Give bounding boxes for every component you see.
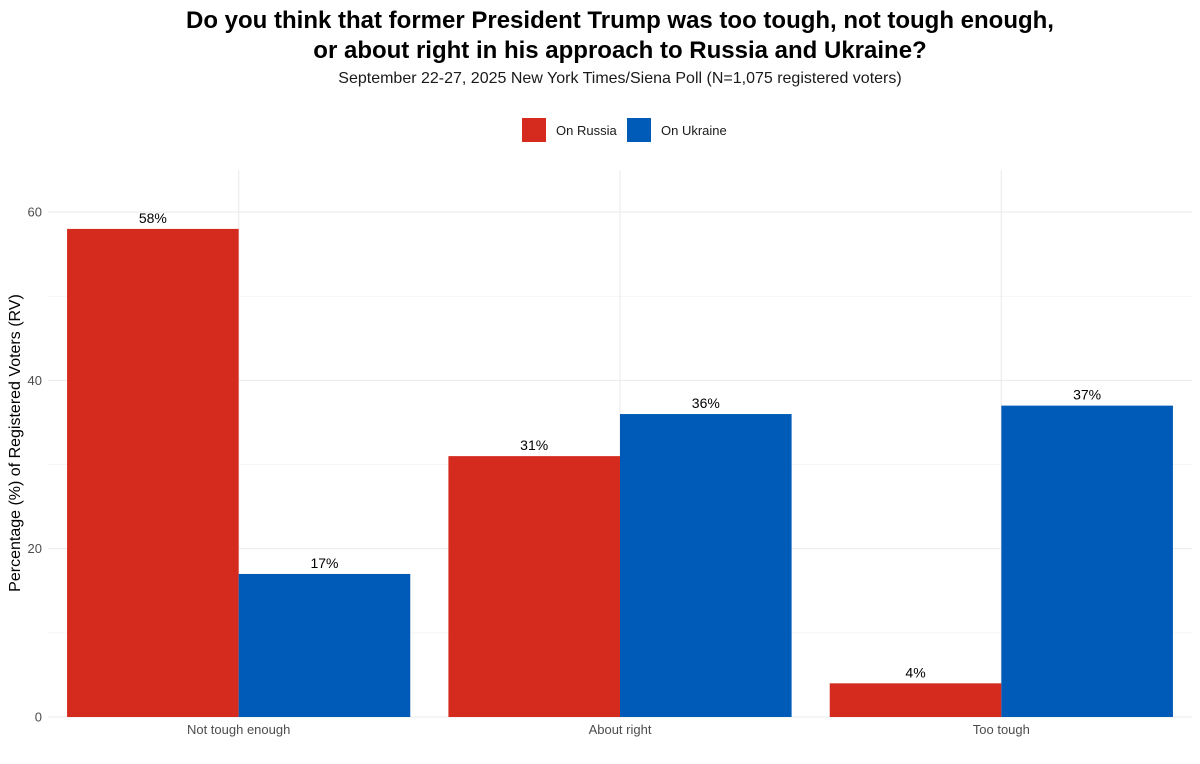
data-label-on-ukraine-too-tough: 37% — [1073, 387, 1101, 403]
legend-label-on-ukraine: On Ukraine — [661, 123, 727, 138]
x-axis-ticks: Not tough enough About right Too tough — [187, 722, 1030, 737]
x-tick-label-about-right: About right — [589, 722, 652, 737]
y-tick-label-40: 40 — [28, 373, 42, 388]
y-axis-ticks: 0 20 40 60 — [28, 205, 42, 725]
chart-title-line-2: or about right in his approach to Russia… — [313, 37, 926, 64]
x-tick-label-too-tough: Too tough — [973, 722, 1030, 737]
bars — [67, 228, 1173, 717]
data-labels: 58% 17% 31% 36% 4% 37% — [139, 210, 1101, 680]
bar-on-russia-not-tough-enough — [67, 228, 239, 717]
bar-on-russia-too-tough — [829, 683, 1002, 717]
bar-on-ukraine-too-tough — [1001, 405, 1173, 717]
data-label-on-russia-about-right: 31% — [520, 437, 548, 453]
legend-swatch-on-russia — [522, 118, 546, 142]
data-label-on-russia-too-tough: 4% — [905, 664, 925, 680]
data-label-on-ukraine-about-right: 36% — [692, 395, 720, 411]
x-tick-label-not-tough-enough: Not tough enough — [187, 722, 290, 737]
chart-title-line-1: Do you think that former President Trump… — [186, 7, 1054, 34]
y-tick-label-60: 60 — [28, 205, 42, 220]
y-tick-label-0: 0 — [35, 710, 42, 725]
chart-subtitle: September 22-27, 2025 New York Times/Sie… — [338, 70, 901, 87]
bar-on-ukraine-not-tough-enough — [238, 573, 411, 717]
legend-swatch-on-ukraine — [627, 118, 651, 142]
bar-on-ukraine-about-right — [620, 414, 792, 717]
chart-title: Do you think that former President Trump… — [186, 7, 1054, 64]
bar-on-russia-about-right — [448, 456, 620, 717]
legend: On Russia On Ukraine — [522, 118, 727, 142]
data-label-on-ukraine-not-tough-enough: 17% — [310, 555, 338, 571]
legend-label-on-russia: On Russia — [556, 123, 617, 138]
data-label-on-russia-not-tough-enough: 58% — [139, 210, 167, 226]
y-tick-label-20: 20 — [28, 541, 42, 556]
y-axis-title: Percentage (%) of Registered Voters (RV) — [7, 294, 24, 592]
